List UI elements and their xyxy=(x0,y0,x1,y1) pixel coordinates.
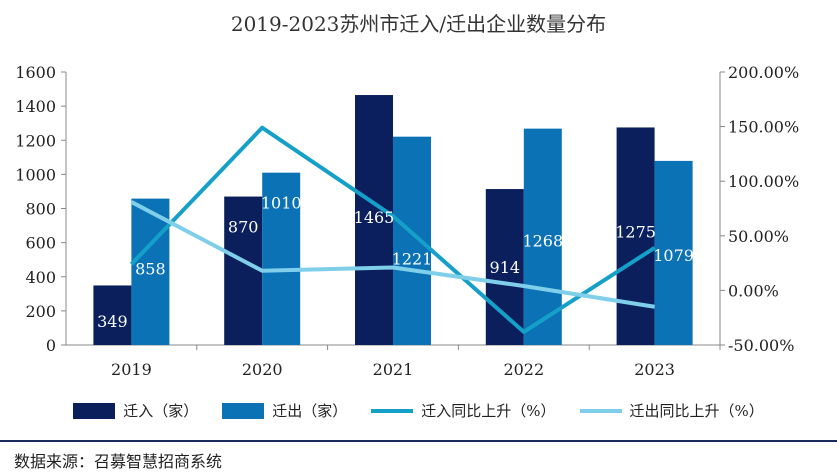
x-axis-tick-label: 2023 xyxy=(634,360,675,379)
right-axis-tick-label: 0.00% xyxy=(728,281,779,300)
legend-label-outflow: 迁出（家） xyxy=(272,402,348,420)
bar-data-label: 1221 xyxy=(392,250,433,269)
left-axis-tick-label: 400 xyxy=(25,268,56,287)
right-axis-tick-label: 200.00% xyxy=(728,63,799,82)
x-axis-tick-label: 2022 xyxy=(503,360,544,379)
chart-legend: 迁入（家） 迁出（家） 迁入同比上升（%） 迁出同比上升（%） xyxy=(0,400,837,421)
left-axis-tick-label: 1600 xyxy=(15,63,56,82)
x-axis-tick-label: 2021 xyxy=(373,360,414,379)
left-axis-tick-label: 1400 xyxy=(15,97,56,116)
line-inflow-growth xyxy=(129,125,656,334)
right-axis-tick-label: 50.00% xyxy=(728,227,789,246)
bar-outflow xyxy=(131,198,170,345)
legend-swatch-inflow-growth xyxy=(371,408,414,413)
legend-item-outflow-growth: 迁出同比上升（%） xyxy=(579,400,764,421)
left-axis-tick-label: 600 xyxy=(25,234,56,253)
right-axis-tick-label: -50.00% xyxy=(728,336,794,355)
left-axis-tick-label: 1200 xyxy=(15,131,56,150)
bar-data-label: 870 xyxy=(228,218,259,237)
bar-data-label: 1465 xyxy=(354,208,395,227)
legend-label-inflow: 迁入（家） xyxy=(123,402,199,420)
bar-inflow xyxy=(355,95,393,345)
bar-inflow xyxy=(616,127,655,345)
legend-item-outflow: 迁出（家） xyxy=(222,400,347,421)
legend-swatch-outflow xyxy=(222,402,265,419)
left-axis-tick-label: 800 xyxy=(25,200,56,219)
legend-label-outflow-growth: 迁出同比上升（%） xyxy=(629,402,764,420)
legend-item-inflow: 迁入（家） xyxy=(73,400,198,421)
bar-inflow xyxy=(224,196,263,345)
data-source: 数据来源：召募智慧招商系统 xyxy=(14,452,223,471)
bar-outflow xyxy=(393,136,431,345)
source-divider xyxy=(0,440,837,442)
legend-swatch-outflow-growth xyxy=(579,408,622,413)
bar-data-label: 1268 xyxy=(522,232,563,251)
legend-label-inflow-growth: 迁入同比上升（%） xyxy=(421,402,556,420)
bar-data-label: 858 xyxy=(135,260,166,279)
bar-data-label: 1079 xyxy=(653,246,694,265)
legend-item-inflow-growth: 迁入同比上升（%） xyxy=(371,400,556,421)
chart-title: 2019-2023苏州市迁入/迁出企业数量分布 xyxy=(230,12,607,36)
x-axis-tick-label: 2020 xyxy=(242,360,283,379)
left-axis-tick-label: 200 xyxy=(25,302,56,321)
x-axis-tick-label: 2019 xyxy=(111,360,152,379)
left-axis-tick-label: 0 xyxy=(46,336,56,355)
right-axis-tick-label: 150.00% xyxy=(728,118,799,137)
line-outflow-growth xyxy=(130,200,655,309)
bar-data-label: 1275 xyxy=(615,222,656,241)
bar-inflow xyxy=(93,285,132,345)
legend-swatch-inflow xyxy=(73,402,116,419)
bar-outflow xyxy=(523,128,562,345)
bar-data-label: 914 xyxy=(490,258,521,277)
right-axis-tick-label: 100.00% xyxy=(728,172,799,191)
left-axis-tick-label: 1000 xyxy=(15,165,56,184)
bar-inflow xyxy=(485,189,524,345)
bar-outflow xyxy=(262,172,301,345)
bar-data-label: 349 xyxy=(97,312,128,331)
bar-data-label: 1010 xyxy=(261,194,302,213)
bar-outflow xyxy=(654,160,693,345)
